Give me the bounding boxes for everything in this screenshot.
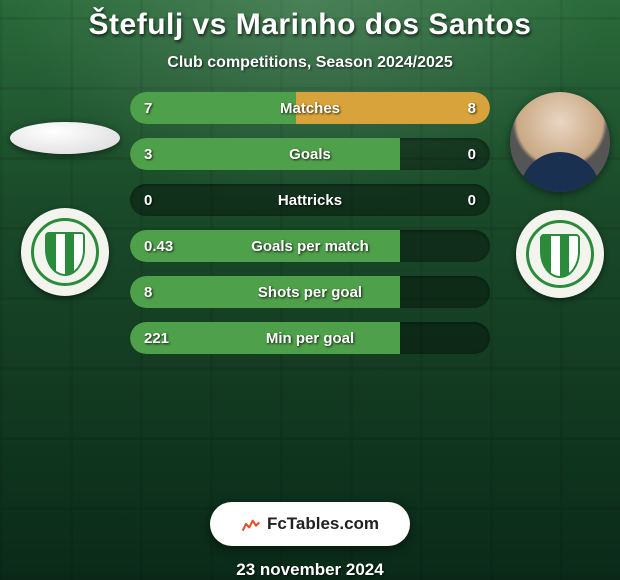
stat-label: Hattricks	[130, 192, 490, 209]
left-player-column	[10, 92, 120, 296]
subtitle: Club competitions, Season 2024/2025	[167, 54, 452, 72]
right-value: 0	[468, 146, 490, 163]
stats-bars: 7Matches83Goals00Hattricks00.43Goals per…	[130, 92, 490, 354]
stat-row: 3Goals0	[130, 138, 490, 170]
right-player-avatar	[510, 92, 610, 192]
attribution-text: FcTables.com	[267, 514, 379, 534]
left-club-badge	[21, 208, 109, 296]
right-club-badge	[516, 210, 604, 298]
stat-label: Goals	[130, 146, 490, 163]
comparison-card: Štefulj vs Marinho dos Santos Club compe…	[0, 0, 620, 580]
left-player-avatar	[10, 122, 120, 154]
stat-label: Goals per match	[130, 238, 490, 255]
snapshot-date: 23 november 2024	[236, 560, 383, 580]
stat-label: Shots per goal	[130, 284, 490, 301]
right-value: 8	[468, 100, 490, 117]
stat-label: Min per goal	[130, 330, 490, 347]
right-value: 0	[468, 192, 490, 209]
stat-row: 8Shots per goal	[130, 276, 490, 308]
stat-row: 0.43Goals per match	[130, 230, 490, 262]
shield-icon	[540, 234, 580, 278]
shield-icon	[45, 232, 85, 276]
stat-row: 0Hattricks0	[130, 184, 490, 216]
attribution-badge: FcTables.com	[210, 502, 410, 546]
stat-row: 7Matches8	[130, 92, 490, 124]
right-player-column	[510, 92, 610, 298]
page-title: Štefulj vs Marinho dos Santos	[89, 8, 532, 42]
fctables-logo-icon	[241, 517, 261, 531]
stat-row: 221Min per goal	[130, 322, 490, 354]
main-area: 7Matches83Goals00Hattricks00.43Goals per…	[0, 72, 620, 484]
stat-label: Matches	[130, 100, 490, 117]
